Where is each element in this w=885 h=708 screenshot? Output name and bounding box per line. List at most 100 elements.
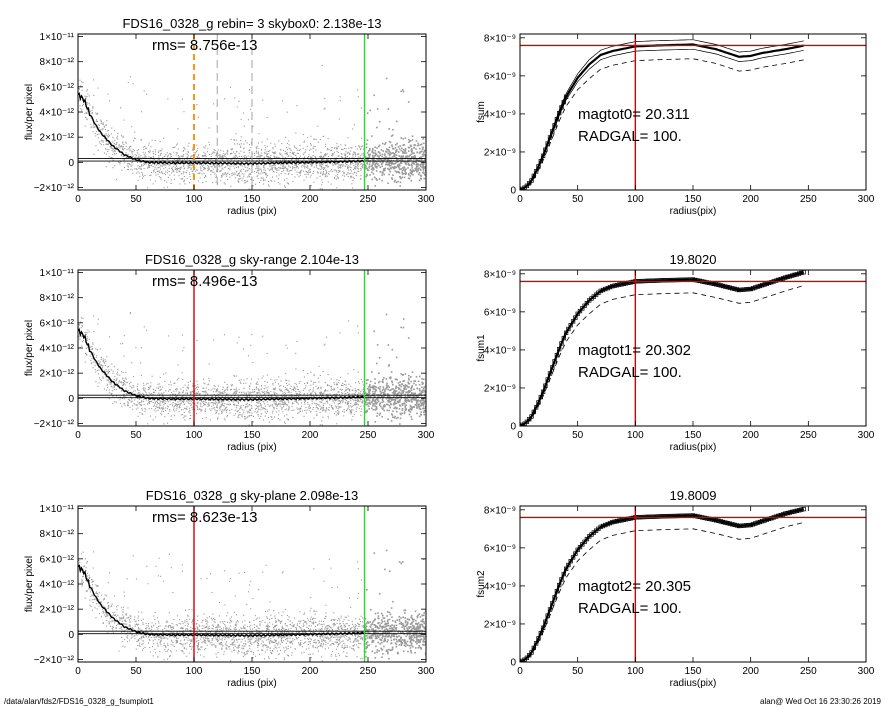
footer-stamp: alan@ Wed Oct 16 23:30:26 2019 <box>760 697 881 706</box>
y-tick-label: −2×10⁻¹² <box>34 419 75 430</box>
magtot-annotation: magtot0= 20.311 <box>578 106 690 123</box>
rms-annotation: rms= 8.496e-13 <box>152 273 257 290</box>
y-axis-label: fsum <box>476 101 487 123</box>
fsum-marker <box>584 536 590 542</box>
x-tick-label: 250 <box>800 666 817 677</box>
chart-title: FDS16_0328_g rebin= 3 skybox0: 2.138e-13 <box>122 16 381 31</box>
x-tick-label: 50 <box>572 666 584 677</box>
y-tick-label: 0 <box>68 394 74 405</box>
fit-dashed-curve <box>520 522 804 662</box>
x-axis-label: radius (pix) <box>227 442 276 453</box>
y-tick-label: 1×10⁻¹¹ <box>40 32 75 43</box>
x-tick-label: 200 <box>302 666 319 677</box>
y-tick-label: 2×10⁻⁹ <box>484 147 516 158</box>
fsum-marker <box>582 303 587 308</box>
fsum-marker <box>577 544 583 550</box>
fsum-marker <box>524 183 530 188</box>
fsum-marker <box>527 181 532 186</box>
y-tick-label: 1×10⁻¹¹ <box>40 268 75 279</box>
y-tick-label: 6×10⁻¹² <box>40 82 75 93</box>
x-tick-label: 200 <box>742 430 759 441</box>
radgal-annotation: RADGAL= 100. <box>578 128 682 145</box>
fsum-marker <box>577 308 583 314</box>
y-axis-label: flux/per pixel <box>24 84 35 140</box>
fsum-marker <box>580 306 585 311</box>
x-tick-label: 0 <box>517 430 523 441</box>
x-tick-label: 100 <box>627 430 644 441</box>
lower-band-curve <box>520 48 804 190</box>
x-tick-label: 100 <box>186 666 203 677</box>
x-tick-label: 250 <box>800 194 817 205</box>
y-tick-label: 6×10⁻⁹ <box>484 71 516 82</box>
profile-line <box>78 564 365 638</box>
plot-area-p2 <box>520 34 866 190</box>
x-tick-label: 200 <box>302 430 319 441</box>
fsum-marker <box>527 417 532 422</box>
y-tick-label: 6×10⁻¹² <box>40 554 75 565</box>
x-tick-label: 200 <box>742 666 759 677</box>
fit-dashed-curve <box>520 285 804 426</box>
x-tick-label: 250 <box>360 430 377 441</box>
y-tick-label: 8×10⁻¹² <box>40 293 75 304</box>
chart-title: FDS16_0328_g sky-plane 2.098e-13 <box>146 488 358 503</box>
x-tick-label: 100 <box>627 194 644 205</box>
rms-annotation: rms= 8.756e-13 <box>152 37 257 54</box>
profile-line <box>78 92 365 166</box>
x-tick-label: 0 <box>517 666 523 677</box>
y-tick-label: 8×10⁻¹² <box>40 529 75 540</box>
y-tick-label: 4×10⁻¹² <box>40 344 75 355</box>
y-tick-label: 8×10⁻¹² <box>40 57 75 68</box>
axes-frame <box>519 33 867 191</box>
x-axis-label: radius(pix) <box>670 442 717 453</box>
x-tick-label: 150 <box>244 666 261 677</box>
x-axis-label: radius (pix) <box>227 206 276 217</box>
chart-p6: 0 50 100 150 200 250 300 0 2×10⁻⁹ 4×10⁻⁹ 6×10⁻⁹ 8×1… <box>476 488 875 689</box>
fsum-marker <box>580 542 585 547</box>
y-tick-label: 4×10⁻⁹ <box>484 345 516 356</box>
x-tick-label: 50 <box>572 430 584 441</box>
fsum-marker <box>524 655 530 660</box>
plot-area-p3 <box>78 270 426 426</box>
y-tick-label: 4×10⁻¹² <box>40 108 75 119</box>
scatter-points <box>78 312 426 426</box>
y-tick-label: −2×10⁻¹² <box>34 183 75 194</box>
axes-frame <box>77 269 427 427</box>
y-tick-label: −2×10⁻¹² <box>34 655 75 666</box>
y-tick-label: 1×10⁻¹¹ <box>40 504 75 515</box>
y-tick-label: 6×10⁻¹² <box>40 318 75 329</box>
y-tick-label: 2×10⁻¹² <box>40 133 75 144</box>
profile-line <box>78 328 365 402</box>
fsum-curve <box>520 508 804 662</box>
y-tick-label: 8×10⁻⁹ <box>484 269 516 280</box>
x-tick-label: 150 <box>685 194 702 205</box>
fsum-marker <box>527 653 532 658</box>
chart-p5: 0 50 100 150 200 250 300−2×10⁻¹²02×10⁻¹²4×10⁻¹… <box>24 488 435 689</box>
x-tick-label: 150 <box>685 666 702 677</box>
x-tick-label: 300 <box>418 194 435 205</box>
y-axis-label: flux/per pixel <box>24 320 35 376</box>
chart-title: 19.8009 <box>670 488 717 503</box>
scatter-points <box>78 64 426 190</box>
x-tick-label: 250 <box>360 666 377 677</box>
y-tick-label: 0 <box>510 658 516 669</box>
plot-area-p1 <box>78 34 426 190</box>
x-tick-label: 0 <box>517 194 523 205</box>
x-tick-label: 0 <box>75 194 81 205</box>
chart-title: 19.8020 <box>670 252 717 267</box>
y-tick-label: 2×10⁻⁹ <box>484 619 516 630</box>
x-axis-label: radius(pix) <box>670 678 717 689</box>
x-tick-label: 300 <box>858 194 875 205</box>
chart-p2: 0 50 100 150 200 250 300 0 2×10⁻⁹ 4×10⁻⁹ 6×10⁻⁹ 8×1… <box>476 33 875 217</box>
x-tick-label: 200 <box>302 194 319 205</box>
plot-area-p5 <box>78 506 426 662</box>
x-tick-label: 150 <box>244 194 261 205</box>
fsum-marker <box>524 419 530 424</box>
x-tick-label: 300 <box>858 666 875 677</box>
x-axis-label: radius(pix) <box>670 206 717 217</box>
y-tick-label: 8×10⁻⁹ <box>484 33 516 44</box>
x-tick-label: 100 <box>627 666 644 677</box>
x-tick-label: 300 <box>858 430 875 441</box>
x-tick-label: 250 <box>800 430 817 441</box>
fsum-marker <box>584 300 590 306</box>
